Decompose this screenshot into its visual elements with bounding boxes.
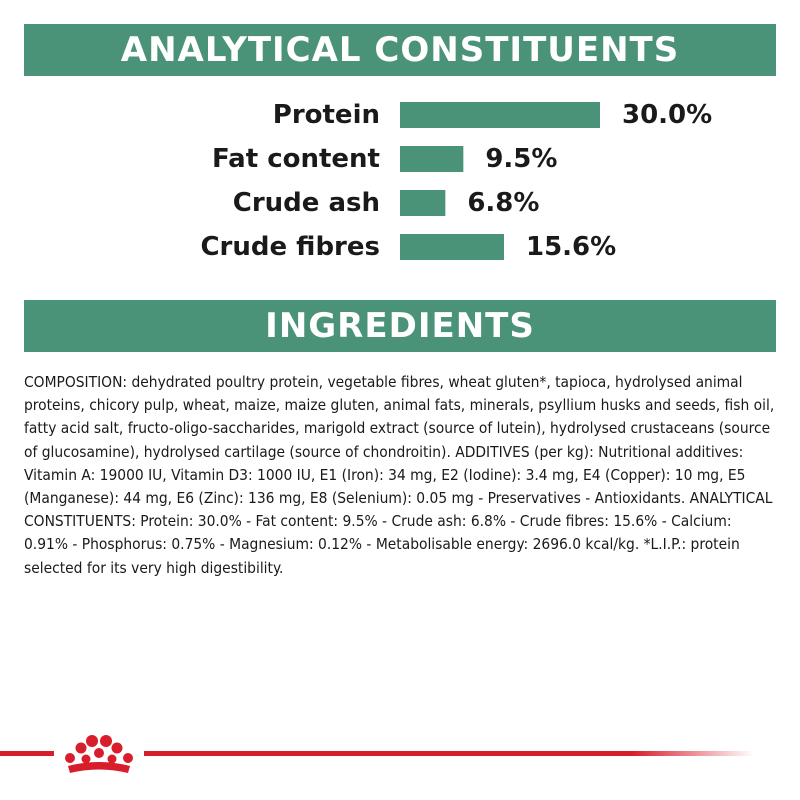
- ingredients-header: INGREDIENTS: [24, 300, 776, 352]
- bar: [400, 146, 464, 172]
- analytical-constituents-title: ANALYTICAL CONSTITUENTS: [120, 30, 680, 70]
- bar-label: Crude ash: [233, 188, 380, 218]
- bar-value-label: 30.0%: [622, 100, 712, 130]
- composition-text: COMPOSITION: dehydrated poultry protein,…: [24, 373, 775, 577]
- footer-divider-left: [0, 751, 54, 756]
- bar: [400, 190, 446, 216]
- royal-crown-icon: [65, 735, 133, 773]
- bar-value-label: 15.6%: [526, 232, 616, 262]
- bar-label: Fat content: [212, 144, 380, 174]
- bar: [400, 102, 600, 128]
- analytical-constituents-header: ANALYTICAL CONSTITUENTS: [24, 24, 776, 76]
- footer-divider-right: [144, 751, 754, 756]
- bar-label: Crude fibres: [200, 232, 380, 262]
- constituents-bar-chart: Protein 30.0% Fat content 9.5% Crude ash 6.8%…: [200, 100, 712, 262]
- ingredients-title: INGREDIENTS: [265, 306, 535, 346]
- bar-value-label: 9.5%: [485, 144, 557, 174]
- bar-value-label: 6.8%: [467, 188, 539, 218]
- bar-label: Protein: [273, 100, 380, 130]
- bar: [400, 234, 504, 260]
